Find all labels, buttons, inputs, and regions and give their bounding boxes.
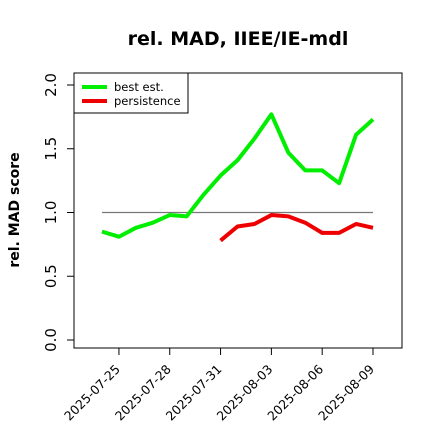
x-axis: 2025-07-252025-07-282025-07-312025-08-03… — [61, 348, 377, 423]
series-line-1 — [101, 112, 375, 239]
y-tick-label: 1.5 — [42, 137, 60, 161]
y-axis: 0.0 0.5 1.0 1.5 2.0 — [42, 73, 74, 352]
legend: best est.persistence — [73, 72, 189, 114]
legend-label-2: persistence — [114, 94, 181, 108]
legend-label-1: best est. — [114, 80, 164, 94]
y-tick-label: 2.0 — [42, 73, 60, 97]
y-axis-label: rel. MAD score — [7, 152, 23, 267]
series-layer — [101, 112, 375, 243]
y-tick-label: 1.0 — [42, 201, 60, 225]
y-tick-label: 0.0 — [42, 328, 60, 352]
chart-title: rel. MAD, IIEE/IE-mdl — [128, 28, 349, 50]
series-line-2 — [219, 213, 374, 243]
plot-frame — [73, 72, 403, 349]
y-tick-label: 0.5 — [42, 264, 60, 288]
legend-box — [73, 72, 189, 114]
